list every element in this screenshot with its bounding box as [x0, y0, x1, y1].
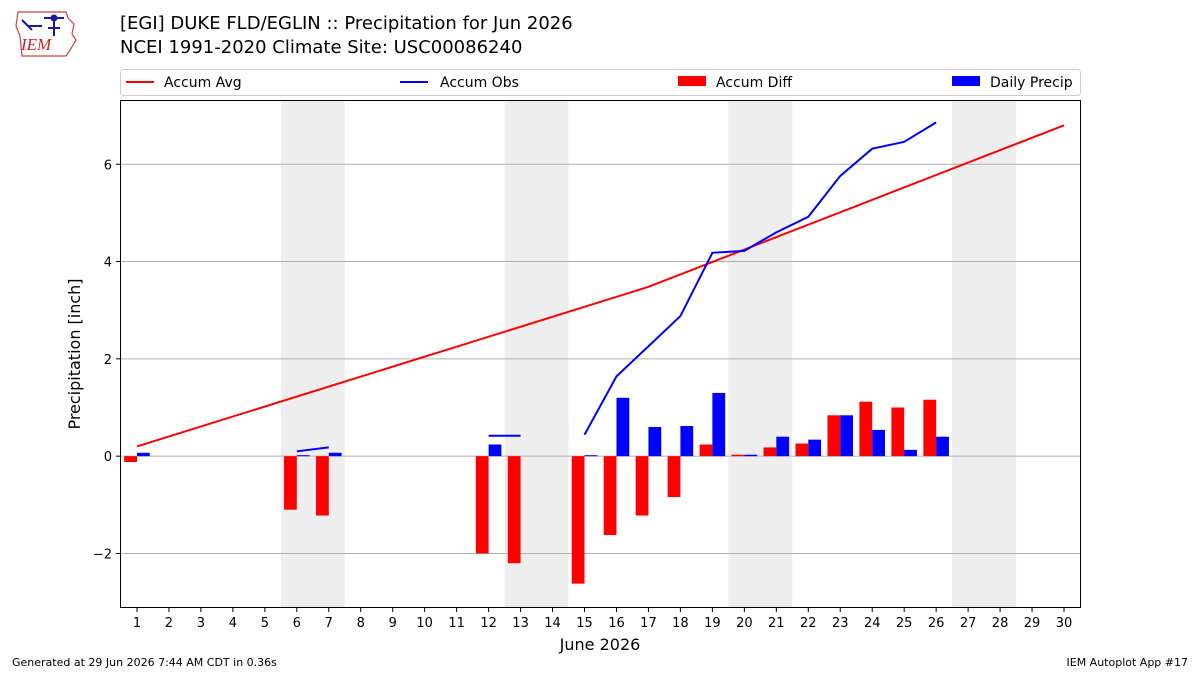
- x-tick-label: 30: [1056, 616, 1073, 631]
- x-tick-label: 22: [800, 616, 817, 631]
- accum-diff-bar: [667, 456, 681, 498]
- chart-title: [EGI] DUKE FLD/EGLIN :: Precipitation fo…: [120, 13, 573, 34]
- x-tick-label: 7: [325, 616, 333, 631]
- accum-diff-bar: [923, 399, 937, 457]
- daily-precip-bar: [712, 392, 726, 457]
- daily-precip-bar: [584, 455, 598, 457]
- y-tick-label: −2: [93, 547, 112, 562]
- logo-text: IEM: [20, 35, 52, 54]
- x-tick-label: 16: [608, 616, 625, 631]
- weekend-band: [728, 101, 793, 607]
- weekend-band: [952, 101, 1017, 607]
- daily-precip-bar: [776, 436, 790, 457]
- x-tick-label: 4: [229, 616, 237, 631]
- legend-accum-diff-swatch: [678, 76, 706, 86]
- y-tick-label: 2: [104, 353, 112, 368]
- y-axis-label: Precipitation [inch]: [65, 278, 84, 429]
- legend-accum-avg-label: Accum Avg: [164, 75, 242, 91]
- iem-logo: IEM: [8, 6, 80, 60]
- x-tick-label: 23: [832, 616, 849, 631]
- accum-diff-bar: [827, 415, 841, 457]
- daily-precip-bar: [744, 454, 758, 457]
- x-tick-label: 5: [261, 616, 269, 631]
- daily-precip-bar: [936, 436, 949, 457]
- accum-diff-bar: [635, 456, 649, 516]
- x-tick-label: 25: [896, 616, 913, 631]
- daily-precip-bar: [648, 426, 662, 457]
- x-tick-label: 24: [864, 616, 881, 631]
- x-tick-label: 26: [928, 616, 945, 631]
- accum-diff-bar: [795, 443, 809, 457]
- accum-avg-line: [136, 124, 1065, 448]
- x-tick-label: 15: [576, 616, 593, 631]
- legend-daily-precip-swatch: [952, 76, 980, 86]
- accum-diff-bar: [603, 456, 617, 535]
- weekend-band: [280, 101, 345, 607]
- y-tick-label: 4: [104, 256, 112, 271]
- daily-precip-bar: [680, 426, 694, 457]
- footer-generated: Generated at 29 Jun 2026 7:44 AM CDT in …: [12, 656, 277, 669]
- daily-precip-bar: [840, 415, 854, 457]
- x-tick-label: 28: [992, 616, 1009, 631]
- daily-precip-bar: [488, 444, 502, 457]
- accum-diff-bar: [284, 456, 297, 510]
- accum-diff-bar: [124, 456, 137, 463]
- daily-precip-bar: [904, 449, 917, 457]
- x-tick-label: 9: [389, 616, 397, 631]
- accum-diff-bar: [475, 456, 489, 554]
- x-tick-label: 1: [133, 616, 141, 631]
- accum-diff-bar: [699, 444, 713, 457]
- weather-station-icon: [21, 14, 64, 36]
- y-tick-label: 0: [104, 450, 112, 465]
- accum-diff-bar: [731, 454, 745, 457]
- legend: Accum Avg Accum Obs Accum Diff Daily Pre…: [120, 69, 1081, 96]
- accum-diff-bar: [763, 447, 777, 457]
- x-tick-label: 14: [544, 616, 561, 631]
- x-tick-label: 12: [480, 616, 497, 631]
- accum-diff-bar: [891, 407, 905, 457]
- footer-app: IEM Autoplot App #17: [1066, 656, 1189, 669]
- x-tick-label: 13: [512, 616, 529, 631]
- accum-diff-bar: [315, 456, 329, 516]
- x-tick-label: 17: [640, 616, 657, 631]
- x-tick-label: 19: [704, 616, 721, 631]
- legend-accum-diff-label: Accum Diff: [716, 75, 792, 91]
- x-tick-label: 20: [736, 616, 753, 631]
- plot-frame: [120, 100, 1081, 608]
- accum-diff-bar: [571, 456, 585, 584]
- accum-obs-line: [296, 446, 329, 453]
- accum-obs-line: [583, 121, 937, 436]
- daily-precip-bar: [616, 397, 630, 457]
- daily-precip-bar: [136, 452, 150, 457]
- x-tick-label: 8: [357, 616, 365, 631]
- x-tick-label: 21: [768, 616, 785, 631]
- x-tick-label: 18: [672, 616, 689, 631]
- x-tick-label: 2: [165, 616, 173, 631]
- accum-diff-bar: [507, 456, 521, 564]
- daily-precip-bar: [296, 455, 310, 457]
- x-axis-label: June 2026: [559, 635, 641, 654]
- x-tick-label: 11: [448, 616, 465, 631]
- iowa-outline-icon: [15, 11, 77, 57]
- daily-precip-bar: [808, 439, 822, 457]
- x-tick-label: 10: [416, 616, 433, 631]
- y-tick-label: 6: [104, 158, 112, 173]
- x-tick-label: 29: [1024, 616, 1041, 631]
- legend-accum-obs-label: Accum Obs: [440, 75, 519, 91]
- daily-precip-bar: [872, 429, 886, 457]
- chart-subtitle: NCEI 1991-2020 Climate Site: USC00086240: [120, 37, 523, 58]
- accum-diff-bar: [859, 401, 873, 457]
- x-tick-label: 3: [197, 616, 205, 631]
- x-tick-label: 27: [960, 616, 977, 631]
- x-tick-label: 6: [293, 616, 301, 631]
- legend-daily-precip-label: Daily Precip: [990, 75, 1073, 91]
- daily-precip-bar: [328, 452, 342, 457]
